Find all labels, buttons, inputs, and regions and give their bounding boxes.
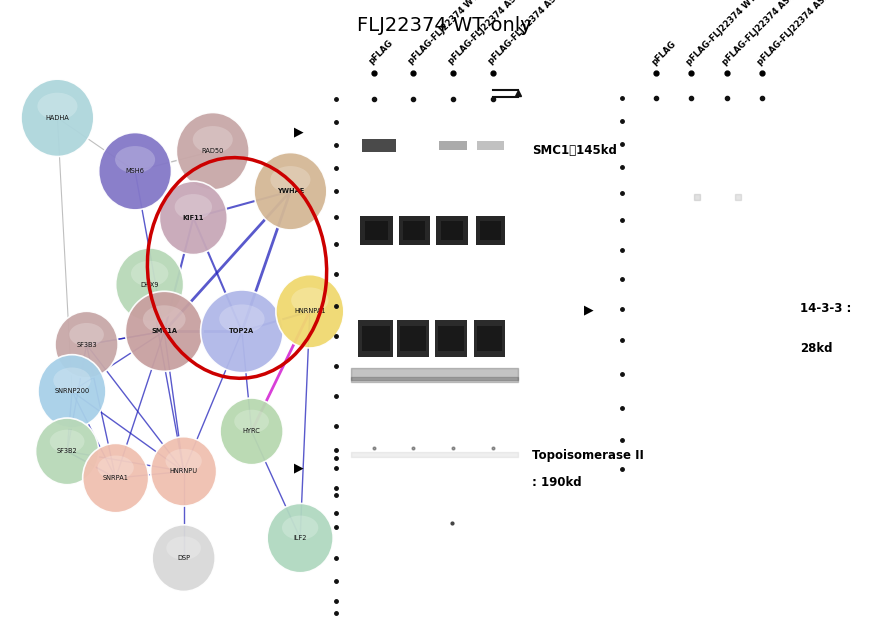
Bar (397, 320, 430, 357)
Text: : 190kd: : 190kd (532, 476, 582, 489)
Ellipse shape (234, 410, 269, 433)
Ellipse shape (151, 437, 217, 506)
Ellipse shape (291, 287, 329, 313)
Text: SMC1A: SMC1A (151, 328, 178, 335)
Ellipse shape (50, 430, 84, 453)
Bar (478, 326, 502, 352)
Ellipse shape (115, 248, 184, 321)
Bar (476, 215, 505, 246)
Text: pFLAG: pFLAG (368, 38, 395, 66)
Text: pFLAG-FLJ22374 AS1: pFLAG-FLJ22374 AS1 (447, 0, 522, 66)
Text: pFLAG-FLJ22374 WT: pFLAG-FLJ22374 WT (407, 0, 480, 66)
Text: YWHAE: YWHAE (277, 188, 304, 194)
Text: pFLAG-FLJ22374 AS2: pFLAG-FLJ22374 AS2 (756, 0, 832, 67)
Text: SF3B2: SF3B2 (57, 449, 77, 454)
Ellipse shape (276, 275, 344, 348)
Ellipse shape (125, 291, 203, 371)
Text: HYRC: HYRC (242, 428, 260, 434)
Text: pFLAG-FLJ22374 AS2: pFLAG-FLJ22374 AS2 (487, 0, 562, 66)
Bar (474, 320, 504, 357)
Text: pFLAG-FLJ22374 WT: pFLAG-FLJ22374 WT (686, 0, 758, 67)
Ellipse shape (38, 355, 106, 428)
Ellipse shape (254, 152, 327, 230)
Text: DHX9: DHX9 (140, 282, 159, 288)
Ellipse shape (98, 455, 134, 480)
Ellipse shape (271, 166, 311, 193)
Text: HNRNPU: HNRNPU (170, 468, 198, 474)
Ellipse shape (177, 113, 250, 190)
Ellipse shape (166, 536, 201, 560)
Text: KIF11: KIF11 (183, 215, 204, 221)
Bar (440, 141, 466, 150)
Ellipse shape (143, 306, 186, 333)
Text: DSP: DSP (177, 555, 190, 561)
Ellipse shape (175, 194, 212, 220)
Bar (436, 215, 468, 246)
Bar (438, 326, 464, 352)
Bar (361, 215, 393, 246)
Text: HNRNPA1: HNRNPA1 (294, 308, 326, 314)
Ellipse shape (36, 418, 99, 484)
Bar (365, 221, 388, 240)
Ellipse shape (219, 304, 265, 333)
Ellipse shape (152, 525, 215, 592)
Text: MSH6: MSH6 (126, 168, 145, 175)
Text: SNRPA1: SNRPA1 (103, 475, 129, 481)
Text: RAD50: RAD50 (202, 148, 224, 154)
Bar (358, 320, 393, 357)
Bar (441, 221, 463, 240)
Ellipse shape (69, 323, 104, 346)
Ellipse shape (131, 261, 169, 287)
Ellipse shape (220, 398, 283, 465)
Bar (362, 139, 395, 152)
Text: ▶: ▶ (583, 304, 593, 316)
Ellipse shape (115, 146, 155, 173)
Bar (477, 141, 504, 149)
Bar (403, 221, 425, 240)
Text: ▶: ▶ (294, 126, 304, 139)
Bar (435, 320, 467, 357)
Bar (480, 221, 501, 240)
Text: pFLAG-FLJ22374 AS1: pFLAG-FLJ22374 AS1 (720, 0, 797, 67)
Ellipse shape (282, 515, 318, 540)
Bar (400, 326, 426, 352)
Text: HADHA: HADHA (45, 115, 69, 121)
Bar (399, 215, 430, 246)
Ellipse shape (21, 79, 94, 156)
Text: 28kd: 28kd (800, 342, 832, 355)
Bar (361, 326, 390, 352)
Ellipse shape (193, 126, 233, 153)
Ellipse shape (83, 444, 148, 513)
Text: pFLAG: pFLAG (650, 39, 678, 67)
Ellipse shape (165, 449, 202, 473)
Text: Topoisomerase II: Topoisomerase II (532, 449, 644, 462)
Text: FLJ22374 WT only: FLJ22374 WT only (357, 16, 531, 35)
Ellipse shape (201, 290, 283, 373)
Ellipse shape (159, 181, 227, 255)
Ellipse shape (55, 311, 118, 378)
Text: SF3B3: SF3B3 (76, 341, 97, 348)
Text: 14-3-3 :: 14-3-3 : (800, 302, 851, 315)
Ellipse shape (37, 93, 77, 120)
Text: ILF2: ILF2 (293, 535, 307, 541)
Text: TOP2A: TOP2A (229, 328, 255, 335)
Text: SNRNP200: SNRNP200 (54, 388, 90, 394)
Ellipse shape (99, 132, 171, 210)
Ellipse shape (267, 503, 333, 573)
Text: ▶: ▶ (294, 461, 304, 474)
Ellipse shape (53, 367, 91, 393)
Text: SMC1：145kd: SMC1：145kd (532, 144, 617, 156)
